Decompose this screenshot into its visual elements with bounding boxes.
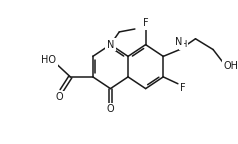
Text: O: O	[56, 92, 64, 102]
Text: O: O	[107, 104, 114, 114]
Text: HO: HO	[41, 55, 56, 65]
Text: OH: OH	[223, 61, 238, 71]
Text: F: F	[180, 83, 186, 93]
Text: N: N	[107, 40, 114, 50]
Text: H: H	[181, 40, 187, 49]
Text: F: F	[143, 18, 149, 28]
Text: N: N	[175, 37, 183, 47]
